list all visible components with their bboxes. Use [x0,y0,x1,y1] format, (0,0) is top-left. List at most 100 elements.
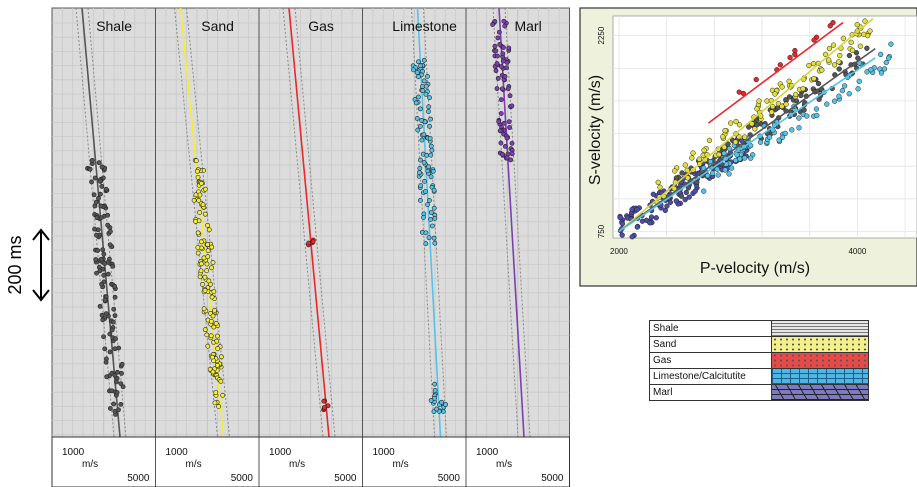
data-point [218,378,224,384]
data-point [99,281,104,287]
data-point [885,55,892,61]
data-point [428,398,434,403]
data-point [509,140,515,146]
data-point [198,268,204,274]
x-axis-label: P-velocity (m/s) [700,260,810,277]
data-point [836,93,842,99]
data-point [831,62,838,68]
data-point [506,119,512,125]
data-point [434,406,440,412]
data-point [495,35,501,41]
data-point [214,333,220,339]
time-scale-label: 200 ms [5,235,25,294]
data-point [422,119,428,125]
data-point [732,139,739,145]
data-point [857,43,864,49]
data-point [734,152,740,158]
data-point [97,268,103,274]
data-point [754,106,760,112]
data-point [201,306,207,312]
data-point [634,206,640,213]
data-point [647,220,653,226]
data-point [416,59,421,65]
data-point [91,192,97,198]
data-point [204,268,210,274]
data-point [198,180,204,186]
data-point [792,47,798,54]
data-point [426,164,431,170]
data-point [650,191,656,197]
data-point [827,23,833,29]
data-point [707,158,714,165]
data-point [413,100,419,106]
data-point [96,195,101,201]
data-point [422,179,427,184]
data-point [495,53,500,59]
data-point [211,289,217,295]
data-point [92,226,97,232]
data-point [100,247,106,253]
data-point [853,50,860,56]
data-point [655,179,661,186]
data-point [429,223,435,229]
data-point [639,218,646,224]
axis-unit-label: m/s [82,459,98,470]
data-point [741,134,748,140]
x-tick-label: 2000 [610,247,628,256]
data-point [99,312,105,318]
data-point [502,143,508,149]
data-point [421,160,427,165]
data-point [748,155,754,161]
data-point [202,288,208,293]
trend-line [288,7,330,438]
data-point [831,98,838,104]
data-point [848,39,854,45]
trend-line [618,47,876,233]
data-point [212,400,218,406]
data-point [881,66,888,72]
data-point [617,214,623,221]
legend-item: Gas [650,353,868,369]
legend-swatch [772,337,868,352]
data-point [219,354,224,360]
data-point [417,165,423,171]
data-point [94,270,99,276]
track-marl [490,7,531,438]
axis-max-label: 5000 [541,473,564,484]
track-title: Limestone [392,18,457,34]
data-point [722,167,728,173]
data-point [98,215,104,221]
data-point [634,224,640,230]
trend-line [81,7,121,438]
data-point [423,91,429,97]
axis-box [51,436,570,487]
data-point [105,222,111,228]
data-point [195,174,201,180]
data-point [193,192,199,198]
data-point [418,63,423,69]
data-point [97,178,103,184]
data-point [811,37,817,43]
data-point [203,186,208,192]
data-point [709,170,716,176]
data-point [212,307,217,313]
data-point [209,265,214,271]
data-point [193,218,199,224]
axis-unit-label: m/s [393,459,409,470]
data-point [764,98,770,104]
data-point [694,179,700,186]
track-title: Sand [201,18,234,34]
legend-label: Marl [650,385,772,400]
data-point [112,283,117,289]
data-point [806,62,812,69]
data-point [118,381,124,386]
data-point [418,198,423,203]
legend-swatch [772,353,868,368]
data-point [213,390,219,395]
data-point [830,42,837,48]
data-point [772,91,778,97]
data-point [721,144,727,150]
data-point [777,62,783,68]
data-point [202,211,208,217]
data-point [209,354,215,360]
